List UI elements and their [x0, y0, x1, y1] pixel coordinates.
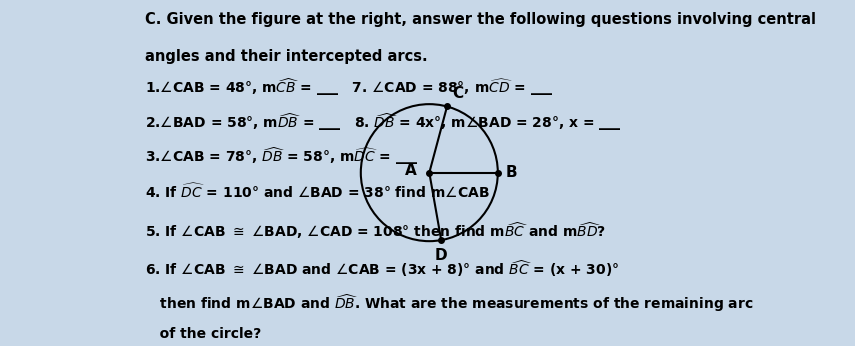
Text: A: A — [404, 163, 416, 177]
Text: 4. If $\widehat{DC}$ = 110° and $\angle$BAD = 38° find m$\angle$CAB: 4. If $\widehat{DC}$ = 110° and $\angle$… — [144, 183, 490, 201]
Text: of the circle?: of the circle? — [144, 327, 261, 341]
Text: 6. If $\angle$CAB $\cong$ $\angle$BAD and $\angle$CAB = (3x + 8)° and $\widehat{: 6. If $\angle$CAB $\cong$ $\angle$BAD an… — [144, 258, 619, 279]
Text: then find m$\angle$BAD and $\widehat{DB}$. What are the measurements of the rema: then find m$\angle$BAD and $\widehat{DB}… — [144, 293, 753, 314]
Text: 1.$\angle$CAB = 48°, m$\widehat{CB}$ = ___   7. $\angle$CAD = 88°, m$\widehat{CD: 1.$\angle$CAB = 48°, m$\widehat{CB}$ = _… — [144, 77, 553, 99]
Text: C: C — [452, 86, 463, 101]
Text: D: D — [435, 248, 447, 263]
Text: angles and their intercepted arcs.: angles and their intercepted arcs. — [144, 49, 427, 64]
Text: 3.$\angle$CAB = 78°, $\widehat{DB}$ = 58°, m$\widehat{DC}$ = ___: 3.$\angle$CAB = 78°, $\widehat{DB}$ = 58… — [144, 145, 418, 167]
Text: B: B — [505, 165, 517, 180]
Text: C. Given the figure at the right, answer the following questions involving centr: C. Given the figure at the right, answer… — [144, 12, 816, 27]
Text: 5. If $\angle$CAB $\cong$ $\angle$BAD, $\angle$CAD = 108° then find m$\widehat{B: 5. If $\angle$CAB $\cong$ $\angle$BAD, $… — [144, 221, 606, 242]
Text: 2.$\angle$BAD = 58°, m$\widehat{DB}$ = ___   8. $\widehat{DB}$ = 4x°, m$\angle$B: 2.$\angle$BAD = 58°, m$\widehat{DB}$ = _… — [144, 111, 622, 133]
